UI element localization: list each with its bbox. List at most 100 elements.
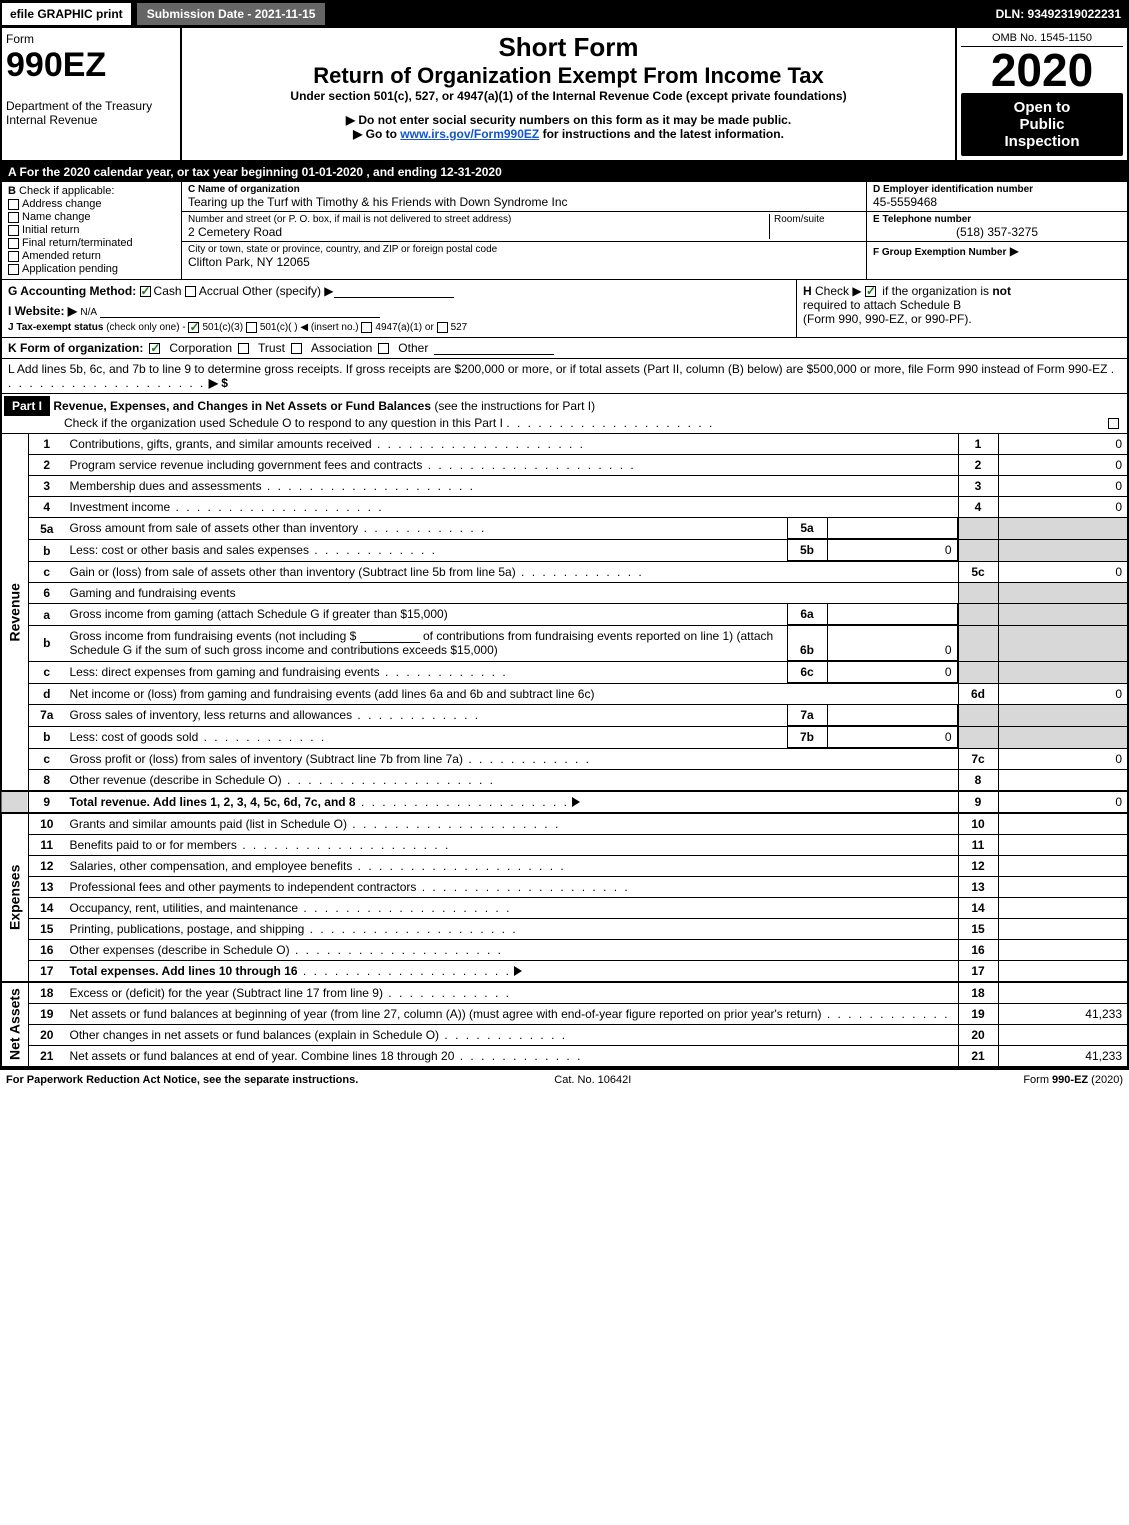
street-address: 2 Cemetery Road (188, 225, 765, 239)
line-num: 7a (29, 704, 65, 726)
grey-cell (958, 704, 998, 726)
address-change-checkbox[interactable] (8, 199, 19, 210)
line-num: b (29, 626, 65, 662)
line-value (998, 939, 1128, 960)
d-label: D Employer identification number (873, 184, 1121, 195)
final-return-checkbox[interactable] (8, 238, 19, 249)
line-desc: Other expenses (describe in Schedule O) (70, 943, 503, 957)
col-num: 4 (958, 497, 998, 518)
website-input[interactable] (100, 304, 380, 318)
col-num: 3 (958, 476, 998, 497)
line-desc: Total expenses. Add lines 10 through 16 (70, 964, 298, 978)
527-label: 527 (451, 322, 468, 333)
other-label: Other (specify) ▶ (242, 284, 333, 298)
top-bar: efile GRAPHIC print Submission Date - 20… (0, 0, 1129, 28)
name-change-checkbox[interactable] (8, 212, 19, 223)
col-num: 7c (958, 748, 998, 769)
line-desc: Contributions, gifts, grants, and simila… (70, 437, 586, 451)
line-num: 11 (29, 834, 65, 855)
h-checkbox[interactable] (865, 286, 876, 297)
501c-checkbox[interactable] (246, 322, 257, 333)
part1-schedule-o-checkbox[interactable] (1108, 418, 1119, 429)
other-org-input[interactable] (434, 341, 554, 355)
line-value: 41,233 (998, 1045, 1128, 1067)
corporation-checkbox[interactable] (149, 343, 160, 354)
line-num: 12 (29, 855, 65, 876)
sub-num: 6a (787, 604, 827, 625)
irs-link[interactable]: www.irs.gov/Form990EZ (400, 127, 539, 141)
part1-check-text: Check if the organization used Schedule … (64, 416, 503, 430)
other-input[interactable] (334, 284, 454, 298)
l-arrow: ▶ $ (209, 376, 228, 390)
i-label: I Website: ▶ (8, 304, 77, 318)
line-desc: Gross profit or (loss) from sales of inv… (70, 752, 592, 766)
open-line3: Inspection (967, 133, 1117, 150)
line-num: 15 (29, 918, 65, 939)
col-num: 12 (958, 855, 998, 876)
line-value (998, 960, 1128, 982)
line-num: 1 (29, 434, 65, 455)
501c3-label: 501(c)(3) (202, 322, 243, 333)
trust-checkbox[interactable] (238, 343, 249, 354)
line-num: 17 (29, 960, 65, 982)
cash-checkbox[interactable] (140, 286, 151, 297)
l-text: L Add lines 5b, 6c, and 7b to line 9 to … (8, 362, 1107, 376)
dots-icon (356, 795, 569, 809)
association-label: Association (311, 341, 372, 355)
line-num: 2 (29, 455, 65, 476)
grey-cell (958, 518, 998, 540)
527-checkbox[interactable] (437, 322, 448, 333)
warning-goto: ▶ Go to www.irs.gov/Form990EZ for instru… (190, 127, 947, 141)
line-desc: Less: cost or other basis and sales expe… (70, 543, 437, 557)
sub-num: 6b (787, 626, 827, 660)
line-num: c (29, 661, 65, 683)
line-value (998, 918, 1128, 939)
efile-label[interactable]: efile GRAPHIC print (0, 1, 133, 27)
sub-num: 5a (787, 518, 827, 539)
other-org-checkbox[interactable] (378, 343, 389, 354)
grey-cell (998, 661, 1128, 683)
line-num: d (29, 683, 65, 704)
grey-cell (958, 726, 998, 748)
line-value (998, 982, 1128, 1004)
line-value (998, 1024, 1128, 1045)
name-change-label: Name change (22, 211, 91, 223)
line-desc: Gross sales of inventory, less returns a… (70, 708, 481, 722)
header-center: Short Form Return of Organization Exempt… (182, 28, 957, 160)
application-pending-checkbox[interactable] (8, 264, 19, 275)
501c3-checkbox[interactable] (188, 322, 199, 333)
col-num: 6d (958, 683, 998, 704)
line-desc: Net income or (loss) from gaming and fun… (70, 687, 595, 701)
col-num: 10 (958, 813, 998, 835)
amended-return-checkbox[interactable] (8, 251, 19, 262)
arrow-icon (514, 966, 522, 976)
accrual-checkbox[interactable] (185, 286, 196, 297)
main-title: Return of Organization Exempt From Incom… (190, 63, 947, 89)
grey-cell (958, 604, 998, 626)
line-value (998, 769, 1128, 791)
col-num: 1 (958, 434, 998, 455)
h-label: H (803, 284, 812, 298)
form-header: Form 990EZ Department of the Treasury In… (0, 28, 1129, 162)
line-desc: Total revenue. Add lines 1, 2, 3, 4, 5c,… (70, 795, 356, 809)
grey-cell (958, 583, 998, 604)
part1-header-row: Part I Revenue, Expenses, and Changes in… (0, 394, 1129, 434)
contributions-input[interactable] (360, 629, 420, 643)
city-state-zip: Clifton Park, NY 12065 (188, 255, 860, 269)
line-desc: Gross amount from sale of assets other t… (70, 521, 487, 535)
col-num: 2 (958, 455, 998, 476)
row-a-tax-year: A For the 2020 calendar year, or tax yea… (0, 162, 1129, 182)
line-desc: Gain or (loss) from sale of assets other… (70, 565, 644, 579)
grey-cell (958, 540, 998, 562)
4947-checkbox[interactable] (361, 322, 372, 333)
line-num: c (29, 562, 65, 583)
col-num: 14 (958, 897, 998, 918)
col-num: 21 (958, 1045, 998, 1067)
section-b: B Check if applicable: Address change Na… (2, 182, 182, 279)
final-return-label: Final return/terminated (22, 237, 133, 249)
f-label: F Group Exemption Number (873, 247, 1006, 258)
c-label: C Name of organization (188, 184, 860, 195)
association-checkbox[interactable] (291, 343, 302, 354)
line-value: 0 (998, 791, 1128, 813)
initial-return-checkbox[interactable] (8, 225, 19, 236)
